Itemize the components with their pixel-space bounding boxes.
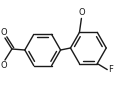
Text: O: O xyxy=(1,61,7,70)
Text: O: O xyxy=(78,8,85,17)
Text: F: F xyxy=(108,65,113,74)
Text: O: O xyxy=(1,28,7,37)
